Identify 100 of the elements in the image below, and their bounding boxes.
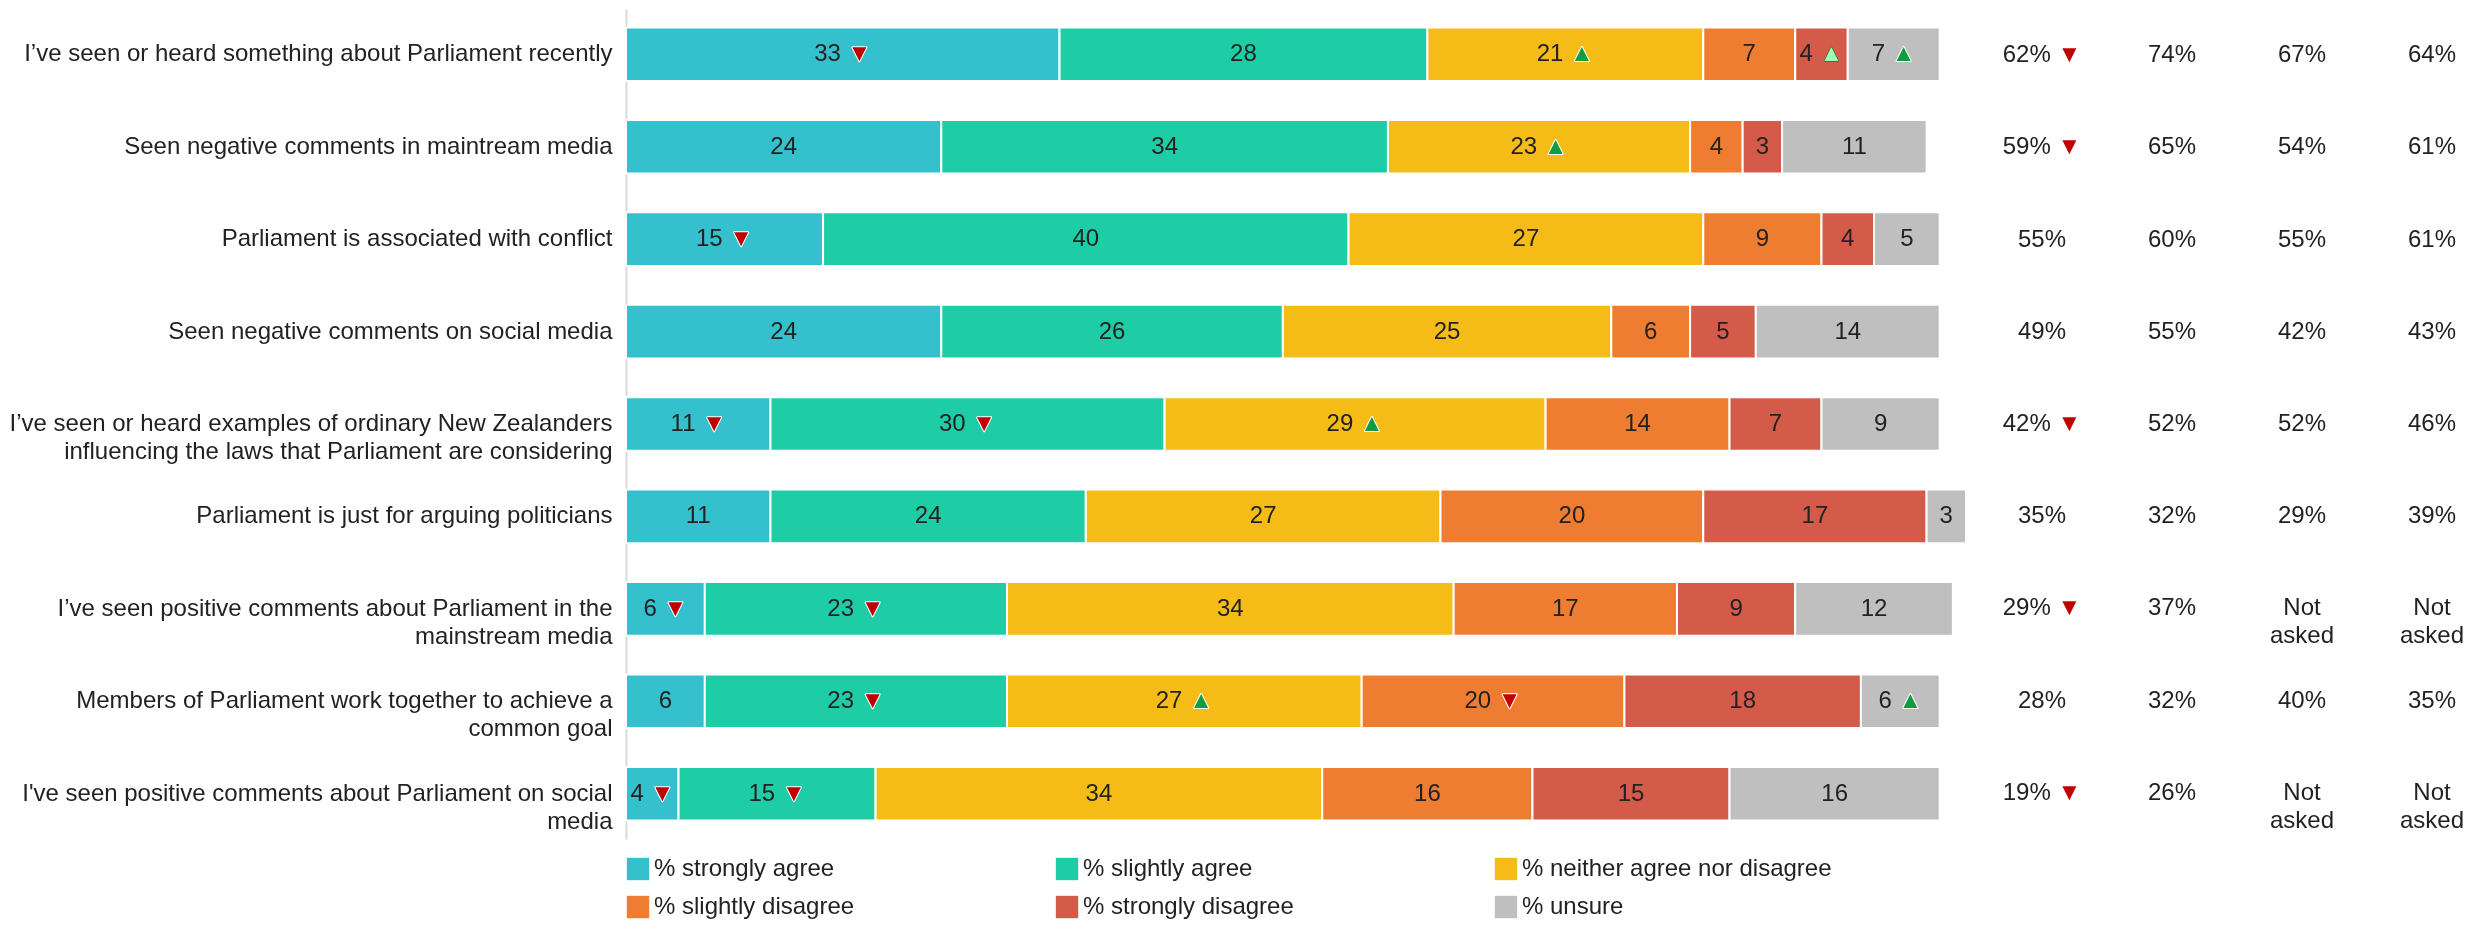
data-label: 4 ▼ [630,778,675,806]
data-label: 4 [1709,131,1724,159]
data-label: 11 [685,501,711,529]
text: 19% ▼ [2002,777,2082,805]
data-label: 15 [1617,778,1645,806]
text: 61% [2407,224,2457,252]
data-label: 9 [1873,409,1888,436]
data-label: 11 ▼ [670,409,726,436]
text: Not asked [2269,777,2335,833]
text: 74% [2147,40,2197,68]
text: 61% [2407,132,2457,160]
text: 29% [2277,501,2327,529]
data-label: 25 [1433,316,1461,344]
y-tick-label: Parliament is just for arguing politicians [196,501,613,529]
legend-label: % slightly disagree [654,892,855,919]
text: 59% ▼ [2002,132,2082,160]
text: 42% [2277,316,2327,344]
text: 52% [2277,409,2327,436]
data-label: 16 [1821,778,1848,806]
text: 28% [2017,685,2067,713]
text: Not asked [2399,593,2465,649]
text: 52% [2147,409,2197,436]
y-tick-label: I’ve seen or heard something about Parliament recently [24,39,613,67]
legend-label: % unsure [1522,892,1624,919]
text: 67% [2277,40,2327,68]
text: 35% [2407,685,2457,713]
text: 32% [2147,685,2197,713]
data-label: 27 [1512,224,1540,252]
data-label: 29 ▲ [1326,409,1384,436]
data-label: 33 ▼ [814,39,872,67]
text: 40% [2277,685,2327,713]
legend-label: % slightly agree [1083,854,1253,881]
text: 60% [2147,224,2197,252]
y-tick-label: Members of Parliament work together to achieve a common goal [76,686,614,742]
data-label: 5 [1900,224,1914,252]
data-label: 23 ▼ [827,686,885,714]
text: Not asked [2269,593,2335,649]
data-label: 3 [1755,131,1770,159]
data-label: 23 ▼ [827,593,885,621]
data-label: 21 ▲ [1536,39,1594,67]
data-label: 3 [1939,501,1953,529]
data-label: 14 [1624,409,1651,436]
data-label: 6 [658,686,673,714]
text: 55% [2017,224,2067,252]
data-label: 6 ▼ [643,593,688,621]
text: 54% [2277,132,2327,160]
data-label: 11 [1841,131,1867,159]
data-label: 24 [914,501,942,529]
data-label: 24 [770,316,797,344]
text: 35% [2017,501,2067,529]
data-label: 9 [1755,224,1770,252]
text: 39% [2407,501,2457,529]
text: 62% ▼ [2002,40,2082,68]
data-label: 16 [1414,778,1441,806]
text: 55% [2277,224,2327,252]
data-label: 23 ▲ [1510,131,1568,159]
text: 46% [2407,409,2457,436]
data-label: 26 [1098,316,1126,344]
y-tick-label: Seen negative comments in maintream media [124,131,614,159]
data-label: 17 [1551,593,1579,621]
text: 49% [2017,316,2067,344]
data-label: 14 [1834,316,1862,344]
legend-label: % strongly disagree [1083,892,1294,919]
data-label: 27 ▲ [1155,686,1213,714]
data-label: 20 [1558,501,1586,529]
legend-label: % strongly agree [654,854,835,881]
y-tick-label: I’ve seen or heard examples of ordinary New Zealanders influencing the laws that Parliament are considering [9,409,613,464]
data-label: 17 [1801,501,1829,529]
text: 29% ▼ [2002,593,2082,621]
data-label: 18 [1729,686,1757,714]
y-tick-label: Parliament is associated with conflict [221,224,613,252]
y-tick-label: I've seen positive comments about Parliament on social media [22,778,614,834]
data-label: 30 ▼ [939,409,997,436]
text: 43% [2407,316,2457,344]
data-label: 34 [1216,593,1244,621]
text: 32% [2147,501,2197,529]
text: 42% ▼ [2002,409,2082,436]
data-label: 12 [1860,593,1888,621]
text: Not asked [2399,777,2465,833]
data-label: 28 [1230,39,1257,67]
data-label: 9 [1729,593,1743,621]
data-label: 24 [770,131,797,159]
text: 64% [2407,40,2457,68]
y-tick-label: Seen negative comments on social media [168,316,614,344]
y-tick-label: I’ve seen positive comments about Parliament in the mainstream media [57,593,614,649]
data-label: 20 ▼ [1464,686,1522,714]
legend-label: % neither agree nor disagree [1522,854,1832,881]
data-label: 5 [1716,316,1730,344]
data-label: 15 ▼ [748,778,806,806]
data-label: 7 [1742,39,1756,67]
text: 65% [2147,132,2197,160]
data-label: 4 [1841,224,1855,252]
data-label: 27 [1249,501,1277,529]
data-label: 7 ▲ [1871,39,1916,67]
data-label: 34 [1085,778,1113,806]
data-label: 6 ▲ [1878,686,1923,714]
text: 26% [2147,777,2197,805]
data-label: 40 [1072,224,1100,252]
data-label: 4 ▲ [1799,39,1844,67]
data-label: 34 [1151,131,1178,159]
